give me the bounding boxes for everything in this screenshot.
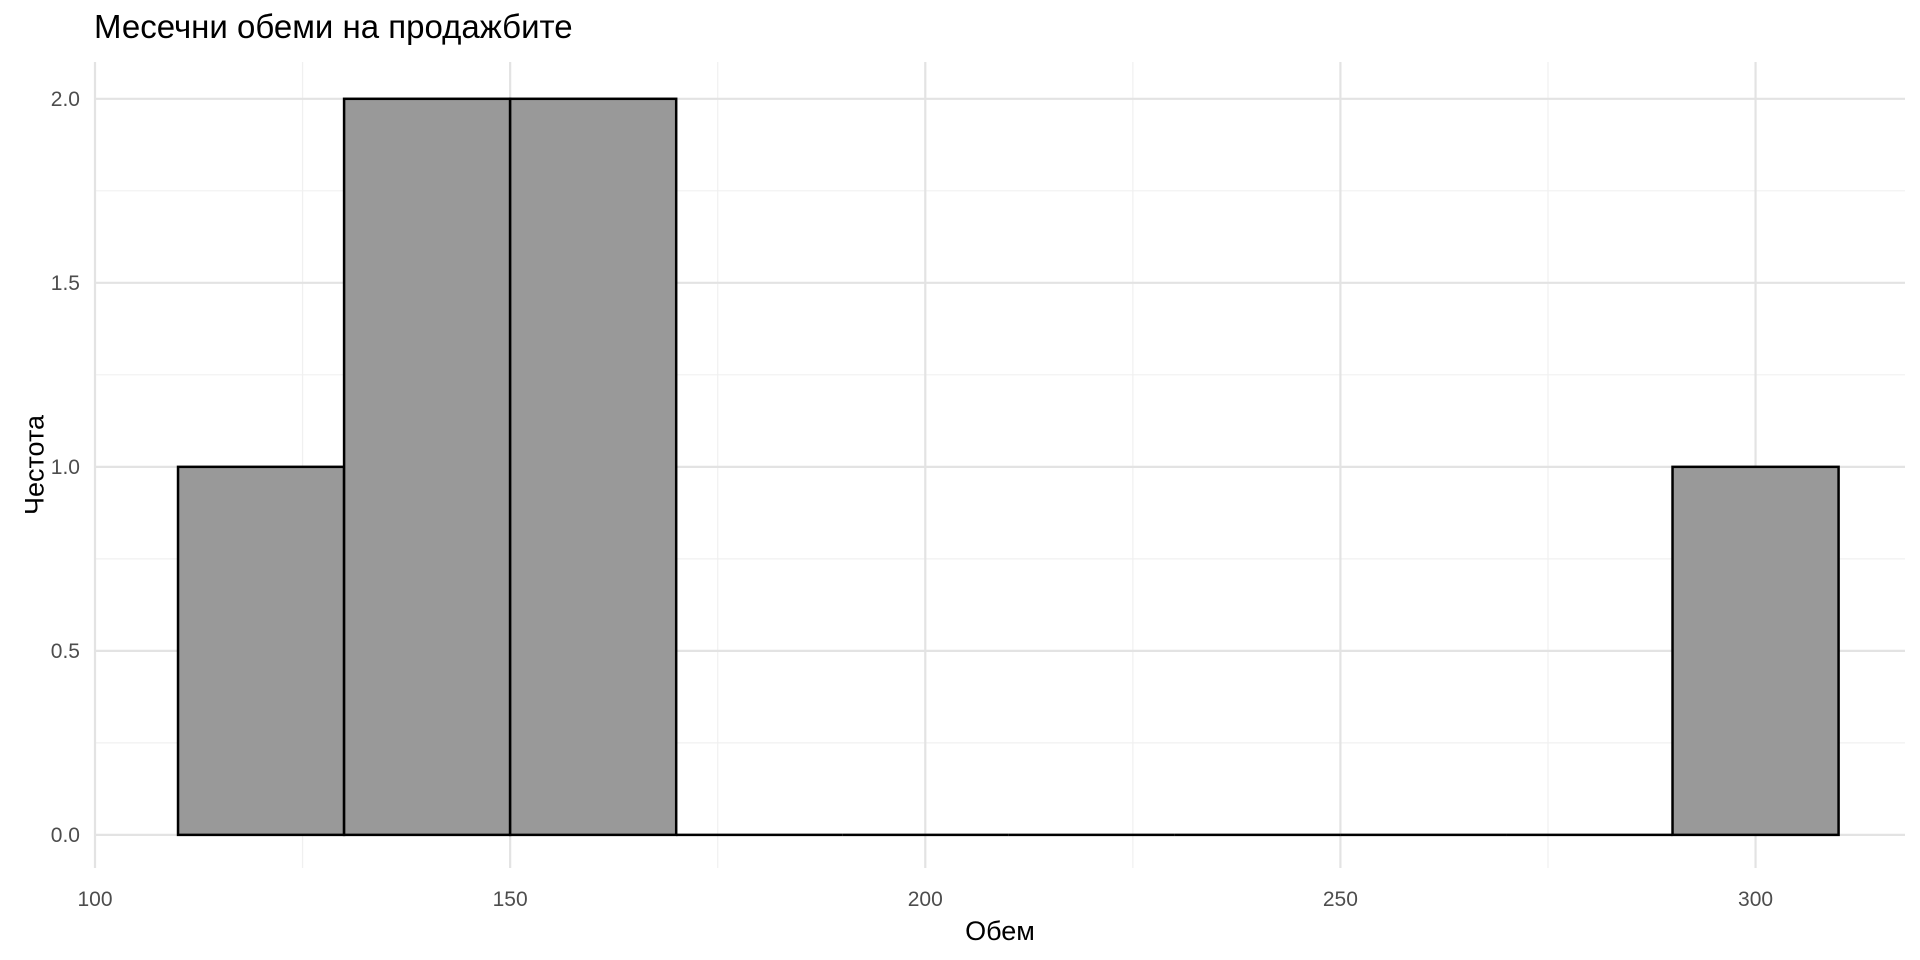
- x-tick-label: 250: [1323, 888, 1358, 911]
- y-tick-label: 1.5: [51, 272, 80, 295]
- y-tick-label: 0.0: [51, 824, 80, 847]
- x-tick-label: 150: [493, 888, 528, 911]
- histogram-bar: [176, 465, 346, 837]
- histogram-bar: [342, 97, 512, 837]
- histogram-bar: [1671, 465, 1840, 837]
- y-tick-label: 1.0: [51, 456, 80, 479]
- y-tick-label: 0.5: [51, 640, 80, 663]
- y-tick-label: 2.0: [51, 88, 80, 111]
- histogram-bar: [508, 97, 678, 837]
- chart-title: Месечни обеми на продажбите: [94, 8, 573, 45]
- axis-tick-labels: 100 150 200 250 300 0.0 0.5 1.0 1.5 2.0: [51, 88, 1773, 911]
- x-tick-label: 300: [1738, 888, 1773, 911]
- y-axis-title: Честота: [19, 414, 49, 515]
- x-tick-label: 200: [908, 888, 943, 911]
- x-axis-title: Обем: [965, 916, 1035, 946]
- histogram-bars: [176, 97, 1840, 837]
- x-tick-label: 100: [77, 888, 112, 911]
